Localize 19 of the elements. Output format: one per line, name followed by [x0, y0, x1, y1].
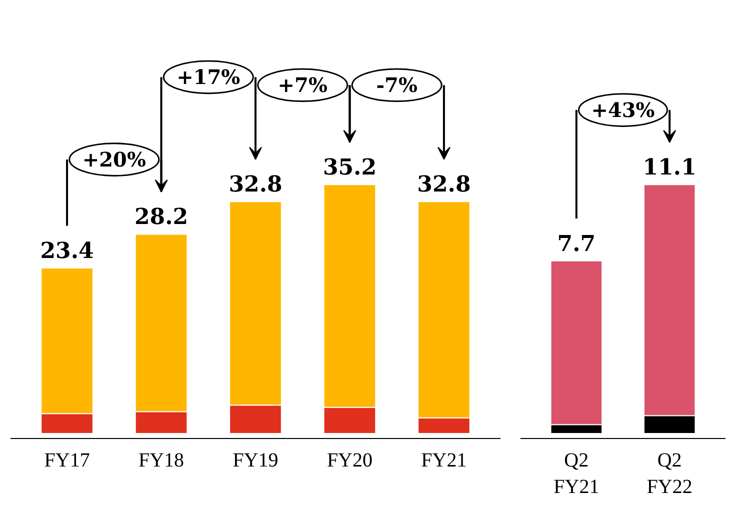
- text: +43%: [591, 98, 655, 122]
- annotation: 32.8: [228, 172, 282, 198]
- annotation: 35.2: [322, 154, 377, 181]
- annotation: 32.8: [417, 172, 471, 198]
- x-tick-label: FY17: [44, 450, 90, 472]
- text: -7%: [376, 73, 418, 98]
- annotation: 23.4: [40, 238, 94, 264]
- text: +20%: [82, 148, 146, 172]
- x-tick-label: FY18: [138, 450, 184, 472]
- text: +17%: [176, 65, 240, 90]
- x-tick-label: FY20: [326, 450, 373, 472]
- x-tick-label: FY19: [232, 450, 278, 472]
- x-tick-label: FY21: [421, 450, 467, 472]
- annotation: 11.1: [642, 154, 696, 181]
- annotation: 28.2: [134, 204, 188, 230]
- text: +7%: [278, 73, 328, 98]
- x-tick-label: Q2 FY21: [554, 450, 600, 498]
- annotation: 7.7: [557, 230, 596, 257]
- x-tick-label: Q2 FY22: [646, 450, 692, 498]
